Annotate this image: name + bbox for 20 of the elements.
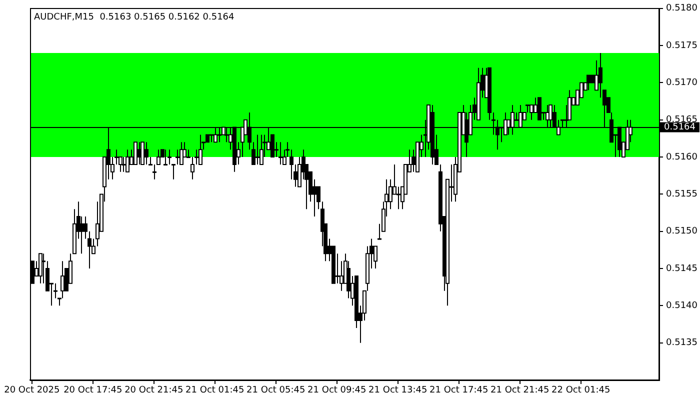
x-tick-label: 21 Oct 13:45 <box>368 386 428 396</box>
y-tick-label: 0.5160 <box>666 152 698 162</box>
x-tick-label: 20 Oct 2025 <box>4 386 60 396</box>
x-tick-label: 20 Oct 17:45 <box>64 386 122 396</box>
x-tick-label: 21 Oct 01:45 <box>186 386 244 396</box>
y-tick-label: 0.5180 <box>666 4 698 14</box>
text: AUDCHF,M15 0.5163 0.5165 0.5162 0.5164 <box>34 12 235 23</box>
y-tick-label: 0.5150 <box>666 226 698 237</box>
y-tick-label: 0.5135 <box>666 338 698 348</box>
x-tick-label: 21 Oct 05:45 <box>246 386 306 396</box>
y-tick-label: 0.5140 <box>666 301 698 312</box>
x-tick-label: 22 Oct 01:45 <box>552 386 610 396</box>
y-tick-label: 0.5145 <box>666 264 698 274</box>
y-tick-label: 0.5170 <box>666 78 698 88</box>
x-tick-label: 21 Oct 17:45 <box>430 386 488 396</box>
x-tick-label: 21 Oct 21:45 <box>490 386 550 396</box>
x-tick-label: 20 Oct 21:45 <box>124 386 184 396</box>
x-tick-label: 21 Oct 09:45 <box>308 386 366 396</box>
y-tick-label: 0.5155 <box>666 190 698 200</box>
y-tick-label: 0.5175 <box>666 40 698 51</box>
